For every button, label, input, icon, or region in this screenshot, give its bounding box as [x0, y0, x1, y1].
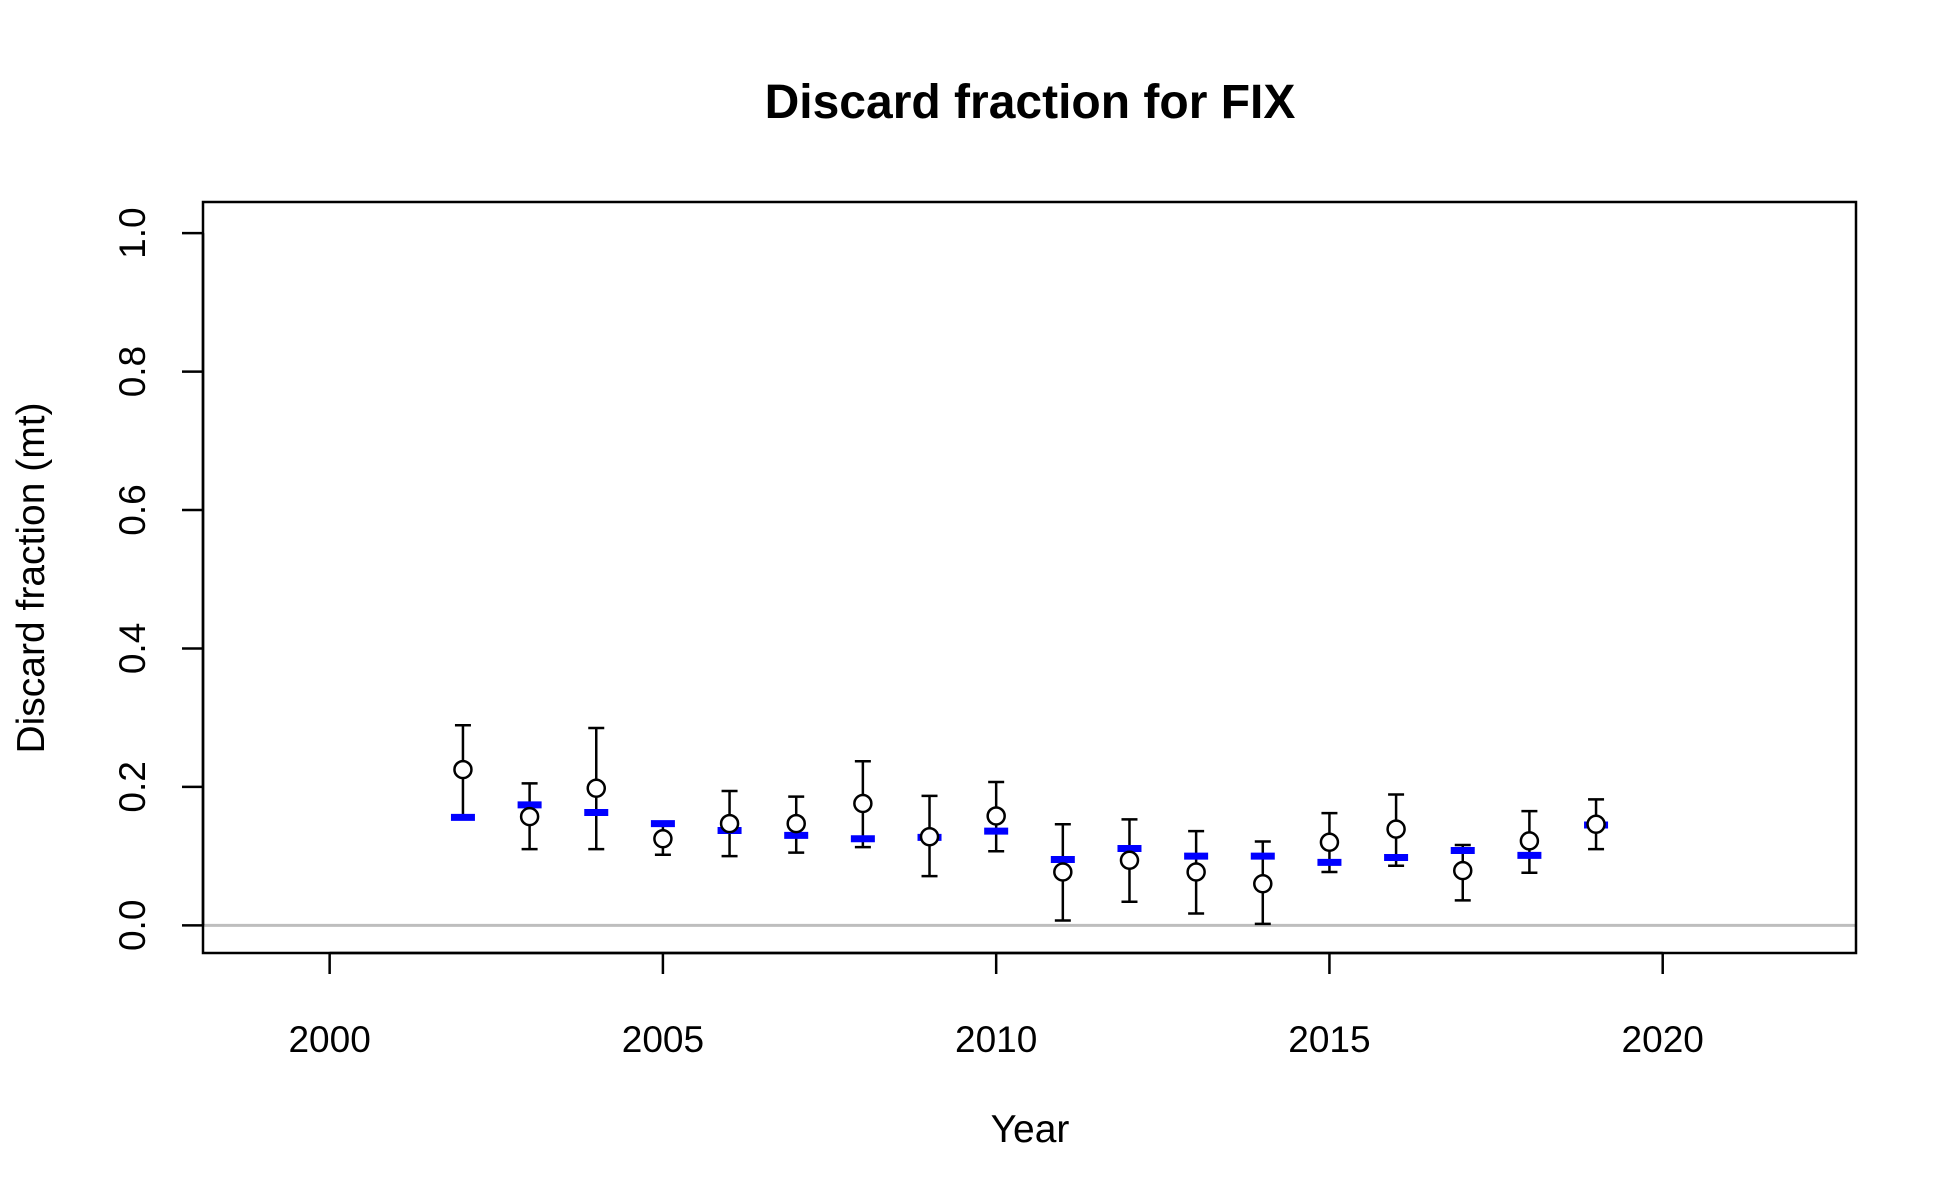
observed-point: [1519, 831, 1540, 851]
observed-point: [986, 806, 1006, 826]
observed-point: [453, 759, 473, 780]
plot-frame: [201, 200, 1858, 955]
observed-point: [1586, 814, 1606, 835]
y-tick-label: 0.8: [112, 346, 153, 397]
y-axis: 0.0 0.2 0.4 0.6 0.8 1.0: [112, 207, 205, 951]
observed-point: [1186, 862, 1206, 882]
y-axis-label: Discard fraction (mt): [10, 402, 53, 753]
observed-point: [719, 813, 740, 834]
observed-point: [1053, 862, 1073, 882]
x-tick-label: 2015: [1288, 1019, 1370, 1060]
chart-title: Discard fraction for FIX: [765, 76, 1296, 129]
y-tick-label: 0.4: [112, 623, 153, 674]
observed-point: [1452, 860, 1473, 881]
x-tick-label: 2005: [622, 1019, 704, 1060]
x-axis: 2000 2005 2010 2015 2020: [288, 951, 1704, 1060]
observed-point: [919, 826, 940, 847]
y-tick-label: 0.6: [112, 484, 153, 535]
x-tick-label: 2010: [955, 1019, 1037, 1060]
observed-point: [586, 778, 607, 799]
y-tick-label: 0.2: [112, 761, 153, 812]
observed-point: [519, 806, 540, 827]
x-tick-label: 2020: [1622, 1019, 1704, 1060]
observed-point: [1319, 832, 1340, 853]
x-axis-label: Year: [991, 1108, 1070, 1151]
observed-point: [1253, 874, 1273, 894]
observed-point: [786, 813, 806, 834]
observed-point: [653, 829, 673, 849]
y-tick-label: 0.0: [112, 900, 153, 951]
y-tick-label: 1.0: [112, 207, 153, 258]
observed-point: [853, 793, 873, 814]
observed-point: [1119, 850, 1140, 870]
observed-point: [1386, 819, 1406, 839]
x-tick-label: 2000: [288, 1019, 370, 1060]
